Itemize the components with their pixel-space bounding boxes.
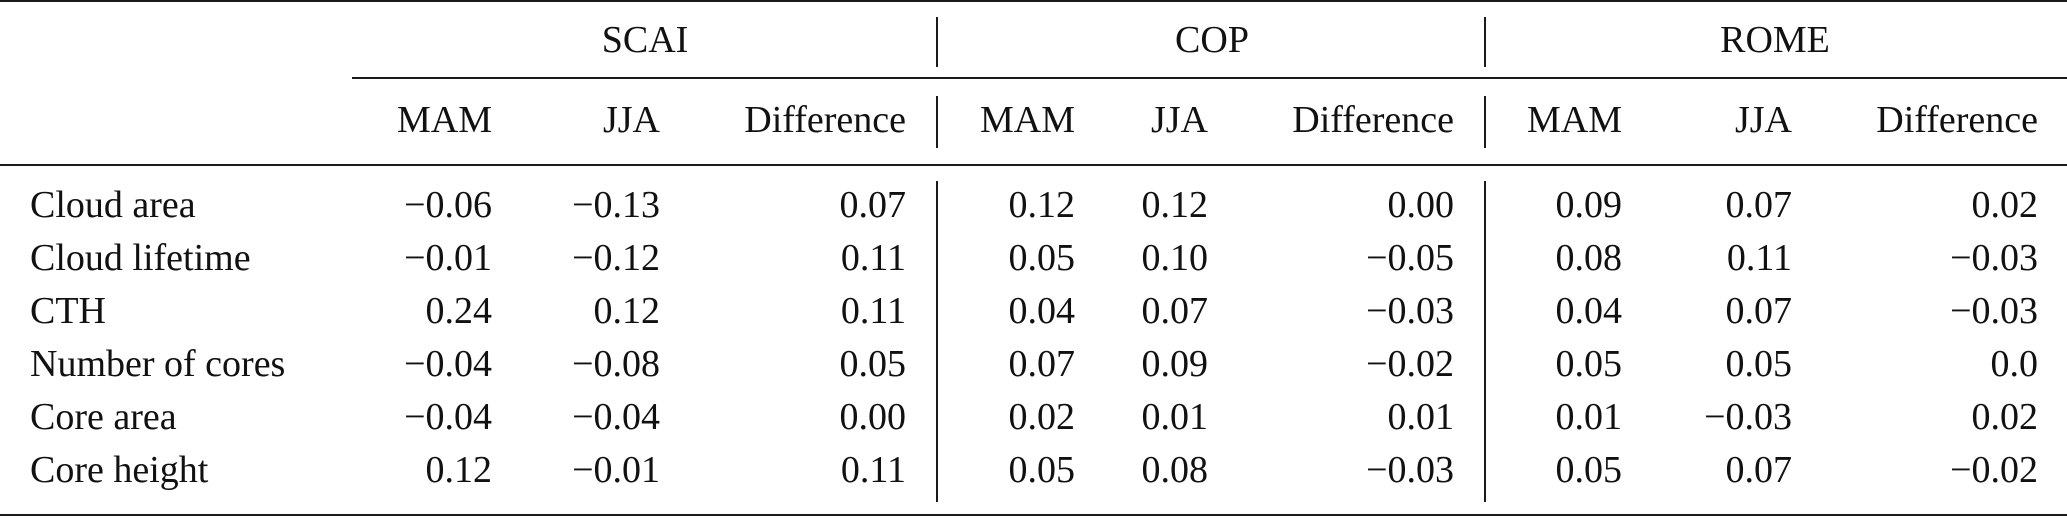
group-header-cop: COP	[1175, 19, 1249, 61]
group-separator-header-0	[936, 17, 938, 67]
table-cell-cop-jja: 0.01	[1141, 396, 1209, 438]
table-cell-scai-mam: 0.12	[425, 449, 493, 491]
table-cell-rome-mam: 0.04	[1555, 290, 1623, 332]
table-cell-scai-mam: −0.06	[404, 184, 492, 226]
row-label: CTH	[30, 290, 106, 332]
group-separator-body-1	[1484, 181, 1486, 502]
table-cell-cop-mam: 0.07	[1008, 343, 1076, 385]
table-cell-rome-jja: 0.11	[1726, 237, 1792, 279]
table-cell-scai-difference: 0.07	[839, 184, 907, 226]
table-cell-rome-jja: −0.03	[1704, 396, 1792, 438]
group-header-scai: SCAI	[601, 19, 689, 61]
table-cell-rome-jja: 0.07	[1725, 290, 1793, 332]
table-cell-cop-difference: −0.02	[1366, 343, 1454, 385]
group-separator-subheader-0	[936, 96, 938, 148]
row-label: Cloud area	[30, 184, 196, 226]
table-cell-scai-difference: 0.05	[839, 343, 907, 385]
table-cell-scai-jja: 0.12	[593, 290, 661, 332]
subheader-cop-mam: MAM	[979, 99, 1075, 141]
row-label: Number of cores	[30, 343, 286, 385]
table-cell-rome-mam: 0.09	[1555, 184, 1623, 226]
table-cell-cop-mam: 0.05	[1008, 237, 1076, 279]
table-cell-rome-difference: 0.02	[1971, 184, 2039, 226]
subheader-scai-difference: Difference	[744, 99, 906, 141]
subheader-rome-difference: Difference	[1876, 99, 2038, 141]
header-bottom-rule	[0, 164, 2067, 166]
table-cell-cop-mam: 0.05	[1008, 449, 1076, 491]
table-cell-rome-mam: 0.05	[1555, 449, 1623, 491]
table-cell-rome-difference: −0.03	[1950, 290, 2038, 332]
table-cell-scai-mam: 0.24	[425, 290, 493, 332]
subheader-cop-difference: Difference	[1292, 99, 1454, 141]
table-cell-cop-mam: 0.02	[1008, 396, 1076, 438]
table-cell-rome-mam: 0.01	[1555, 396, 1623, 438]
table-cell-rome-jja: 0.07	[1725, 184, 1793, 226]
table-cell-cop-mam: 0.12	[1008, 184, 1076, 226]
table-cell-cop-difference: 0.01	[1387, 396, 1455, 438]
table-cell-scai-mam: −0.01	[404, 237, 492, 279]
subheader-rome-jja: JJA	[1734, 99, 1792, 141]
table-cell-scai-jja: −0.13	[572, 184, 660, 226]
table-cell-rome-difference: 0.0	[1990, 343, 2039, 385]
row-label: Cloud lifetime	[30, 237, 251, 279]
table-cell-cop-jja: 0.12	[1141, 184, 1209, 226]
table-cell-cop-jja: 0.08	[1141, 449, 1209, 491]
group-separator-body-0	[936, 181, 938, 502]
subheader-rome-mam: MAM	[1526, 99, 1622, 141]
table-cell-rome-difference: −0.02	[1950, 449, 2038, 491]
table-cell-cop-jja: 0.09	[1141, 343, 1209, 385]
table-cell-scai-jja: −0.01	[572, 449, 660, 491]
header-group-rule	[352, 77, 2067, 79]
table-cell-cop-jja: 0.07	[1141, 290, 1209, 332]
bottom-rule	[0, 514, 2067, 516]
table-cell-scai-difference: 0.11	[840, 449, 906, 491]
group-separator-subheader-1	[1484, 96, 1486, 148]
table-cell-cop-difference: −0.03	[1366, 290, 1454, 332]
table-cell-rome-mam: 0.05	[1555, 343, 1623, 385]
subheader-cop-jja: JJA	[1150, 99, 1208, 141]
subheader-scai-jja: JJA	[602, 99, 660, 141]
table-cell-scai-jja: −0.08	[572, 343, 660, 385]
table-cell-rome-difference: −0.03	[1950, 237, 2038, 279]
table-cell-cop-mam: 0.04	[1008, 290, 1076, 332]
table-cell-cop-difference: −0.03	[1366, 449, 1454, 491]
top-rule	[0, 0, 2067, 2]
table-cell-scai-mam: −0.04	[404, 343, 492, 385]
table-cell-rome-jja: 0.05	[1725, 343, 1793, 385]
table-cell-cop-jja: 0.10	[1141, 237, 1209, 279]
table-cell-rome-jja: 0.07	[1725, 449, 1793, 491]
table-cell-cop-difference: −0.05	[1366, 237, 1454, 279]
group-header-rome: ROME	[1720, 19, 1830, 61]
table-cell-scai-difference: 0.00	[839, 396, 907, 438]
group-separator-header-1	[1484, 17, 1486, 67]
subheader-scai-mam: MAM	[396, 99, 492, 141]
row-label: Core area	[30, 396, 177, 438]
table-cell-scai-difference: 0.11	[840, 290, 906, 332]
table-cell-rome-difference: 0.02	[1971, 396, 2039, 438]
table-cell-scai-mam: −0.04	[404, 396, 492, 438]
table-cell-rome-mam: 0.08	[1555, 237, 1623, 279]
row-label: Core height	[30, 449, 209, 491]
table-cell-scai-jja: −0.12	[572, 237, 660, 279]
table-cell-scai-difference: 0.11	[840, 237, 906, 279]
table-cell-scai-jja: −0.04	[572, 396, 660, 438]
table-cell-cop-difference: 0.00	[1387, 184, 1455, 226]
